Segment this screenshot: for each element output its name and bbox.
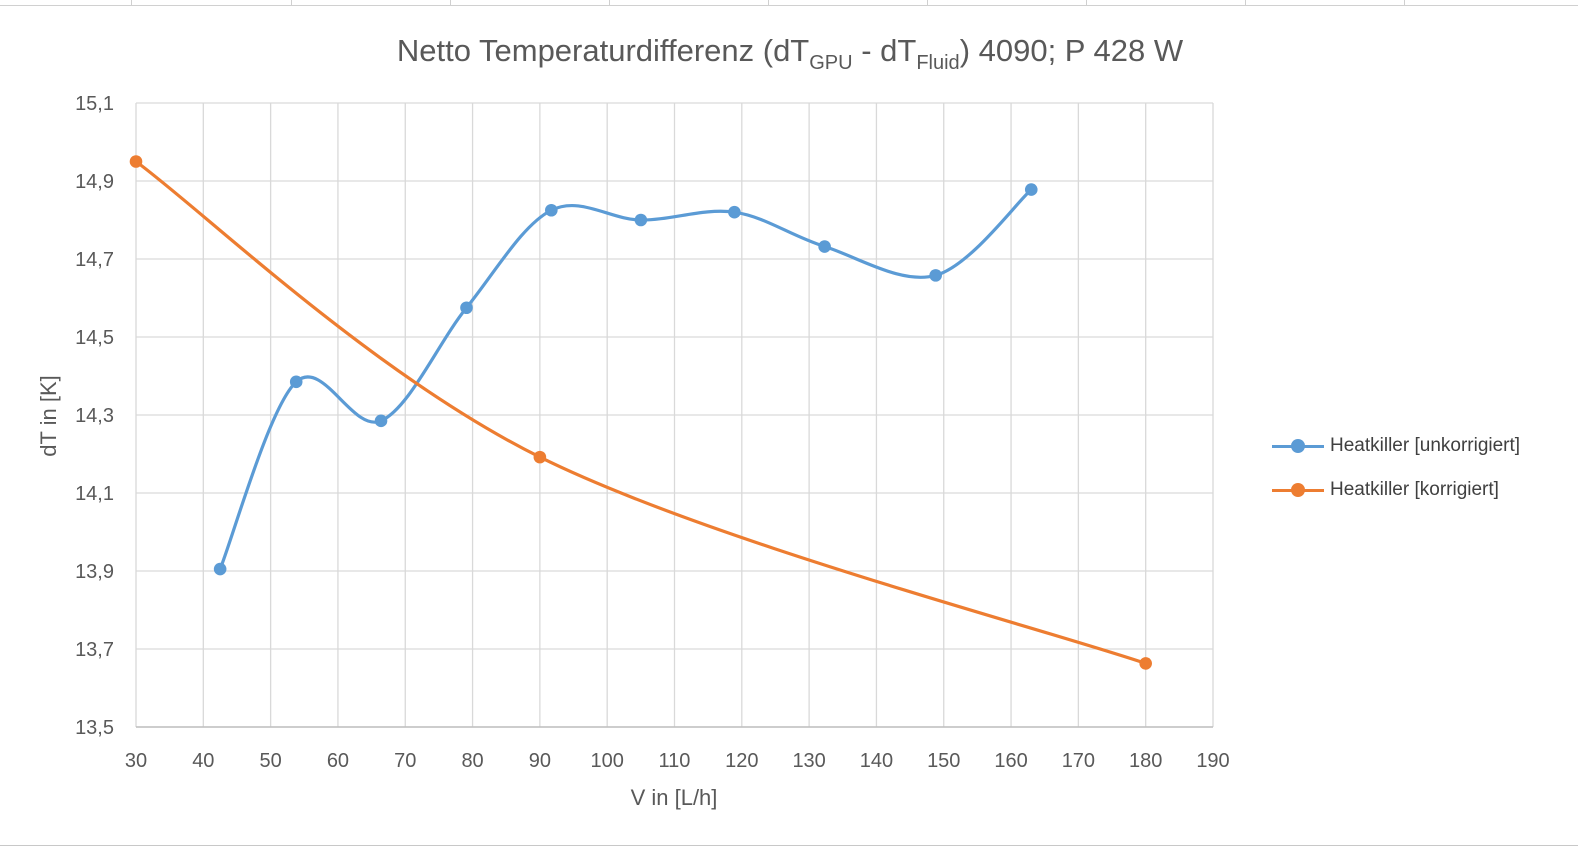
x-tick-label: 110 xyxy=(659,750,691,772)
y-tick-label: 13,7 xyxy=(75,639,114,661)
x-tick-label: 180 xyxy=(1129,750,1162,772)
data-point xyxy=(634,213,648,227)
x-tick-label: 130 xyxy=(792,750,825,772)
x-tick-label: 100 xyxy=(591,750,624,772)
data-point xyxy=(460,301,473,315)
spreadsheet-row-line xyxy=(0,845,1578,846)
x-tick-label: 80 xyxy=(461,750,483,772)
x-tick-label: 30 xyxy=(125,750,147,772)
y-tick-label: 13,9 xyxy=(75,561,114,583)
y-tick-label: 15,1 xyxy=(75,93,114,115)
x-tick-label: 150 xyxy=(927,750,960,772)
x-tick-label: 160 xyxy=(994,750,1027,772)
x-tick-label: 60 xyxy=(327,750,349,772)
column-separator xyxy=(768,0,769,5)
spreadsheet-row-strip xyxy=(0,0,1578,6)
chart-legend: Heatkiller [unkorrigiert] Heatkiller [ko… xyxy=(1272,424,1520,512)
y-tick-label: 14,3 xyxy=(75,405,114,427)
data-point xyxy=(129,155,143,168)
x-axis-label: V in [L/h] xyxy=(631,785,718,810)
series-line xyxy=(218,187,1033,571)
y-axis-label: dT in [K] xyxy=(36,375,61,457)
column-separator xyxy=(291,0,292,5)
data-point xyxy=(374,414,388,428)
chart-title: Netto Temperaturdifferenz (dTGPU - dTFlu… xyxy=(397,33,1184,74)
series-lines xyxy=(134,159,1148,666)
x-tick-label: 190 xyxy=(1196,750,1229,772)
data-point xyxy=(533,450,547,464)
y-tick-label: 14,7 xyxy=(75,249,114,271)
series-markers xyxy=(129,155,1152,670)
data-point xyxy=(929,269,942,282)
legend-entry: Heatkiller [unkorrigiert] xyxy=(1272,424,1520,468)
data-point xyxy=(1024,183,1038,196)
y-tick-label: 14,5 xyxy=(75,327,114,349)
y-tick-label: 14,1 xyxy=(75,483,114,505)
data-point xyxy=(728,205,741,219)
x-tick-label: 40 xyxy=(192,750,214,772)
column-separator xyxy=(927,0,928,5)
column-separator xyxy=(450,0,451,5)
legend-swatch xyxy=(1272,434,1324,458)
x-tick-label: 120 xyxy=(725,750,758,772)
y-tick-label: 14,9 xyxy=(75,171,114,193)
legend-swatch xyxy=(1272,478,1324,502)
column-separator xyxy=(1245,0,1246,5)
x-tick-label: 90 xyxy=(529,750,551,772)
column-separator xyxy=(1086,0,1087,5)
data-point xyxy=(818,240,831,253)
y-tick-label: 13,5 xyxy=(75,717,114,739)
x-tick-label: 50 xyxy=(260,750,282,772)
x-tick-label: 140 xyxy=(860,750,893,772)
data-point xyxy=(289,375,303,389)
x-tick-label: 170 xyxy=(1062,750,1095,772)
legend-marker xyxy=(1291,439,1305,453)
legend-label: Heatkiller [korrigiert] xyxy=(1330,479,1499,500)
legend-marker xyxy=(1291,483,1305,497)
tick-labels: 30 40 50 60 70 80 90 100 110 120 130 140 150 160 170 18… xyxy=(75,93,1230,772)
grid-lines xyxy=(135,102,1214,728)
data-point xyxy=(1139,657,1152,670)
data-point xyxy=(545,203,558,217)
legend-label: Heatkiller [unkorrigiert] xyxy=(1330,435,1521,456)
column-separator xyxy=(131,0,132,5)
legend-entry: Heatkiller [korrigiert] xyxy=(1272,468,1520,512)
column-separator xyxy=(1404,0,1405,5)
column-separator xyxy=(609,0,610,5)
series-line xyxy=(134,159,1148,666)
x-tick-label: 70 xyxy=(394,750,416,772)
data-point xyxy=(213,562,227,576)
